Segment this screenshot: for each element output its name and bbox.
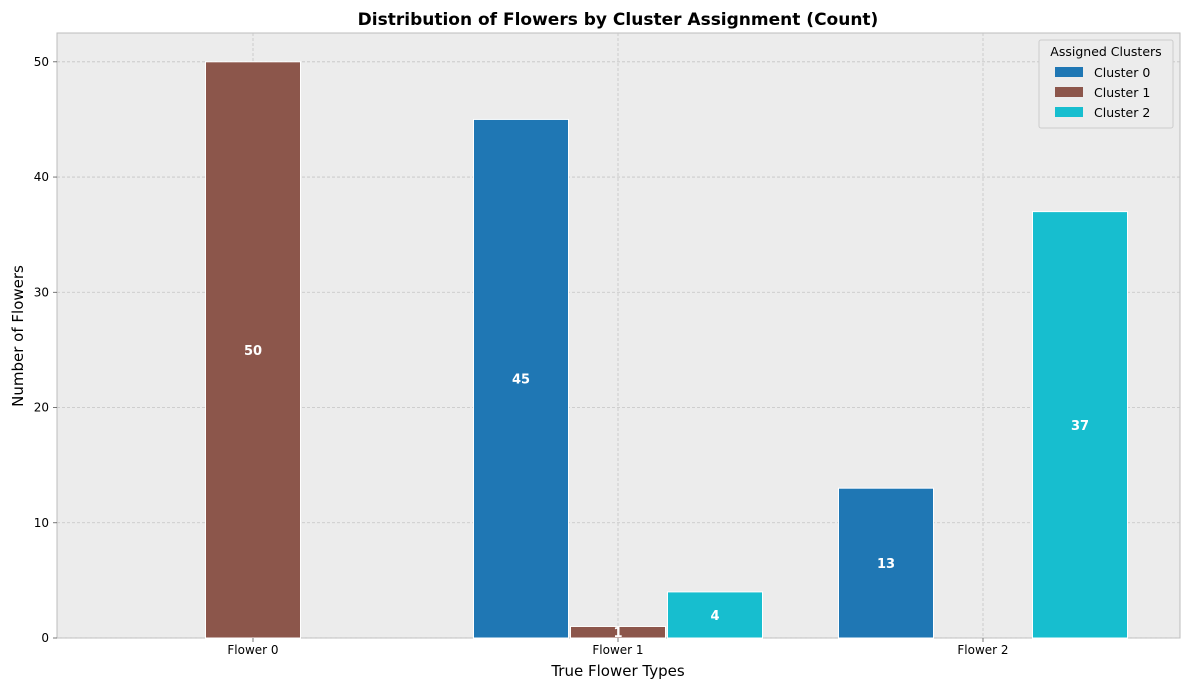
legend-title: Assigned Clusters — [1050, 44, 1161, 59]
bar-cluster-1 — [205, 61, 301, 639]
legend-swatch — [1055, 87, 1083, 97]
legend-box — [1038, 39, 1174, 129]
bar-labels: 45 13 50 1 4 37 — [244, 344, 1089, 641]
legend-label: Cluster 0 — [1094, 65, 1150, 80]
bar-value-label: 37 — [1071, 419, 1089, 434]
bar-cluster-2 — [667, 591, 763, 639]
bar-value-label: 4 — [710, 609, 719, 624]
legend-swatch — [1055, 107, 1083, 117]
bar-cluster-0 — [838, 487, 934, 639]
y-tick-label: 10 — [34, 516, 49, 530]
y-tick-label: 20 — [34, 401, 49, 415]
bar-value-label: 45 — [512, 373, 530, 388]
bar-value-label: 13 — [877, 557, 895, 572]
y-tick-label: 40 — [34, 170, 49, 184]
x-tick-label: Flower 2 — [957, 643, 1008, 657]
legend-label: Cluster 1 — [1094, 85, 1150, 100]
legend-label: Cluster 2 — [1094, 105, 1150, 120]
bar-cluster-0 — [473, 118, 569, 639]
x-axis-label: True Flower Types — [550, 662, 684, 680]
bar-value-label: 1 — [613, 626, 622, 641]
legend-swatch — [1055, 67, 1083, 77]
y-tick-label: 50 — [34, 55, 49, 69]
bars — [205, 61, 1128, 639]
x-tick-label: Flower 1 — [592, 643, 643, 657]
axis-ticks: 0 10 20 30 40 50 Flower 0 Flower 1 Flower 2 — [34, 55, 1009, 657]
chart-title: Distribution of Flowers by Cluster Assig… — [358, 10, 879, 30]
y-axis-label: Number of Flowers — [9, 265, 27, 407]
x-tick-label: Flower 0 — [227, 643, 278, 657]
bar-value-label: 50 — [244, 344, 262, 359]
y-tick-label: 0 — [41, 631, 49, 645]
y-tick-label: 30 — [34, 285, 49, 299]
bar-cluster-2 — [1032, 211, 1128, 639]
legend: Assigned Clusters Cluster 0 Cluster 1 Clus… — [1038, 39, 1174, 129]
